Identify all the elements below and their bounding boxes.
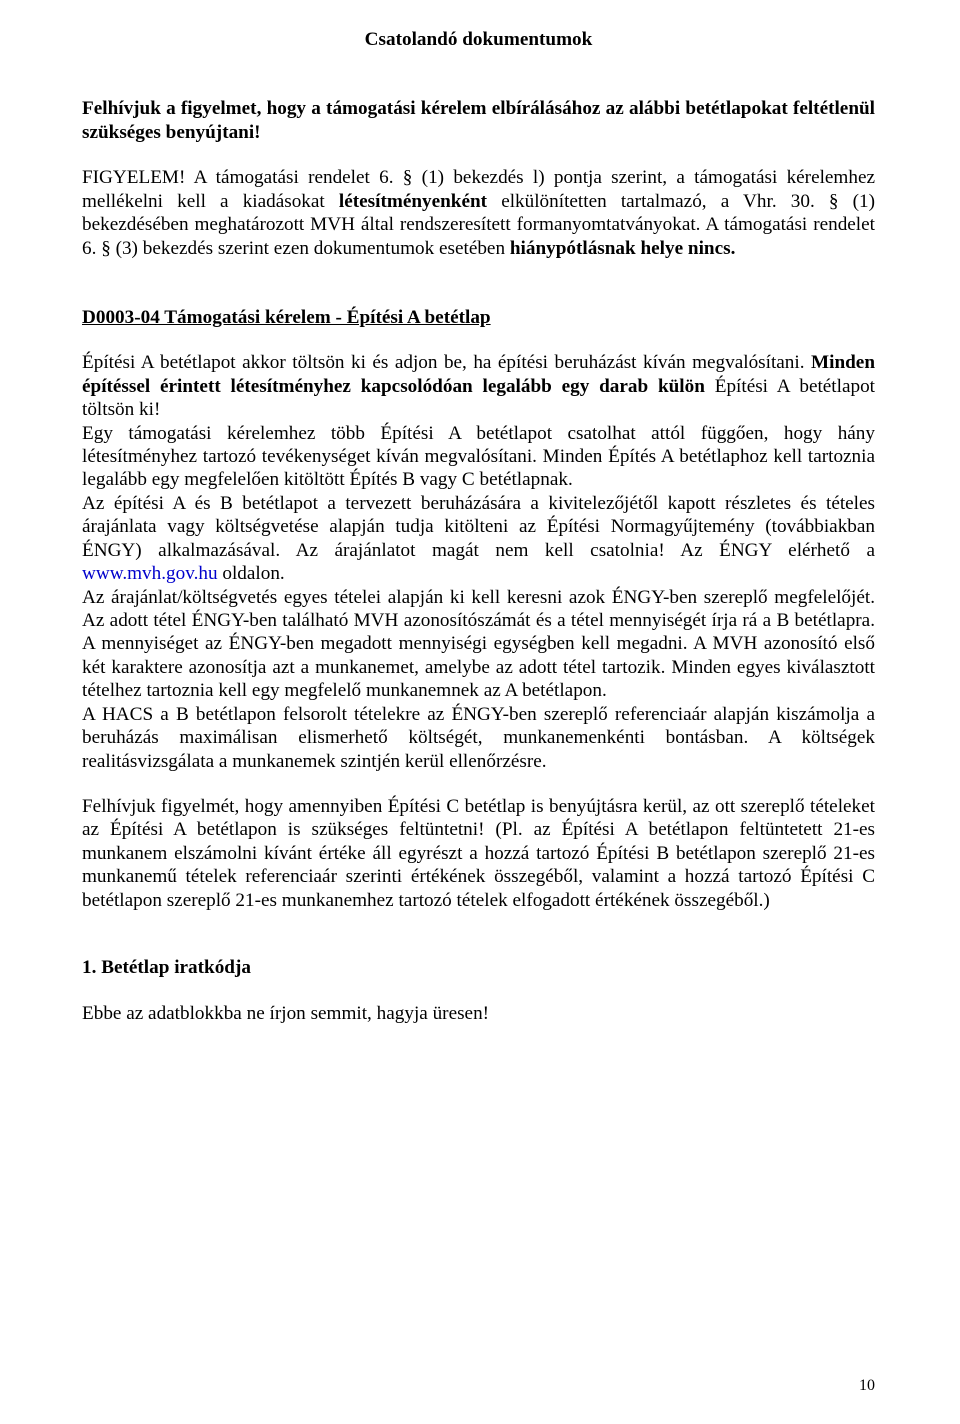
- p3-e: Az építési A és B betétlapot a tervezett…: [82, 493, 875, 561]
- p3-d: Egy támogatási kérelemhez több Építési A…: [82, 422, 875, 492]
- section-1-body: Ebbe az adatblokkba ne írjon semmit, hag…: [82, 1002, 875, 1025]
- notice-paragraph: Felhívjuk figyelmét, hogy amennyiben Épí…: [82, 795, 875, 912]
- p3-a: Építési A betétlapot akkor töltsön ki és…: [82, 352, 811, 373]
- p3-h: A HACS a B betétlapon felsorolt tételekr…: [82, 703, 875, 773]
- p3-block-1: Építési A betétlapot akkor töltsön ki és…: [82, 351, 875, 421]
- section-1-heading: 1. Betétlap iratkódja: [82, 956, 875, 979]
- p3-block-2: Az építési A és B betétlapot a tervezett…: [82, 492, 875, 586]
- intro-paragraph: Felhívjuk a figyelmet, hogy a támogatási…: [82, 97, 875, 144]
- page-title: Csatolandó dokumentumok: [82, 28, 875, 51]
- p3-g: Az árajánlat/költségvetés egyes tételei …: [82, 586, 875, 703]
- p2-bold-b: létesítményenként: [339, 191, 487, 212]
- mvh-link[interactable]: www.mvh.gov.hu: [82, 563, 218, 584]
- document-page: Csatolandó dokumentumok Felhívjuk a figy…: [0, 0, 960, 1424]
- p3-f: oldalon.: [218, 563, 285, 584]
- warning-paragraph: FIGYELEM! A támogatási rendelet 6. § (1)…: [82, 166, 875, 260]
- main-body: Építési A betétlapot akkor töltsön ki és…: [82, 351, 875, 773]
- page-number: 10: [859, 1376, 875, 1396]
- intro-bold: Felhívjuk a figyelmet, hogy a támogatási…: [82, 98, 875, 142]
- p2-bold-d: hiánypótlásnak helye nincs.: [510, 238, 736, 259]
- section-subheading: D0003-04 Támogatási kérelem - Építési A …: [82, 306, 875, 329]
